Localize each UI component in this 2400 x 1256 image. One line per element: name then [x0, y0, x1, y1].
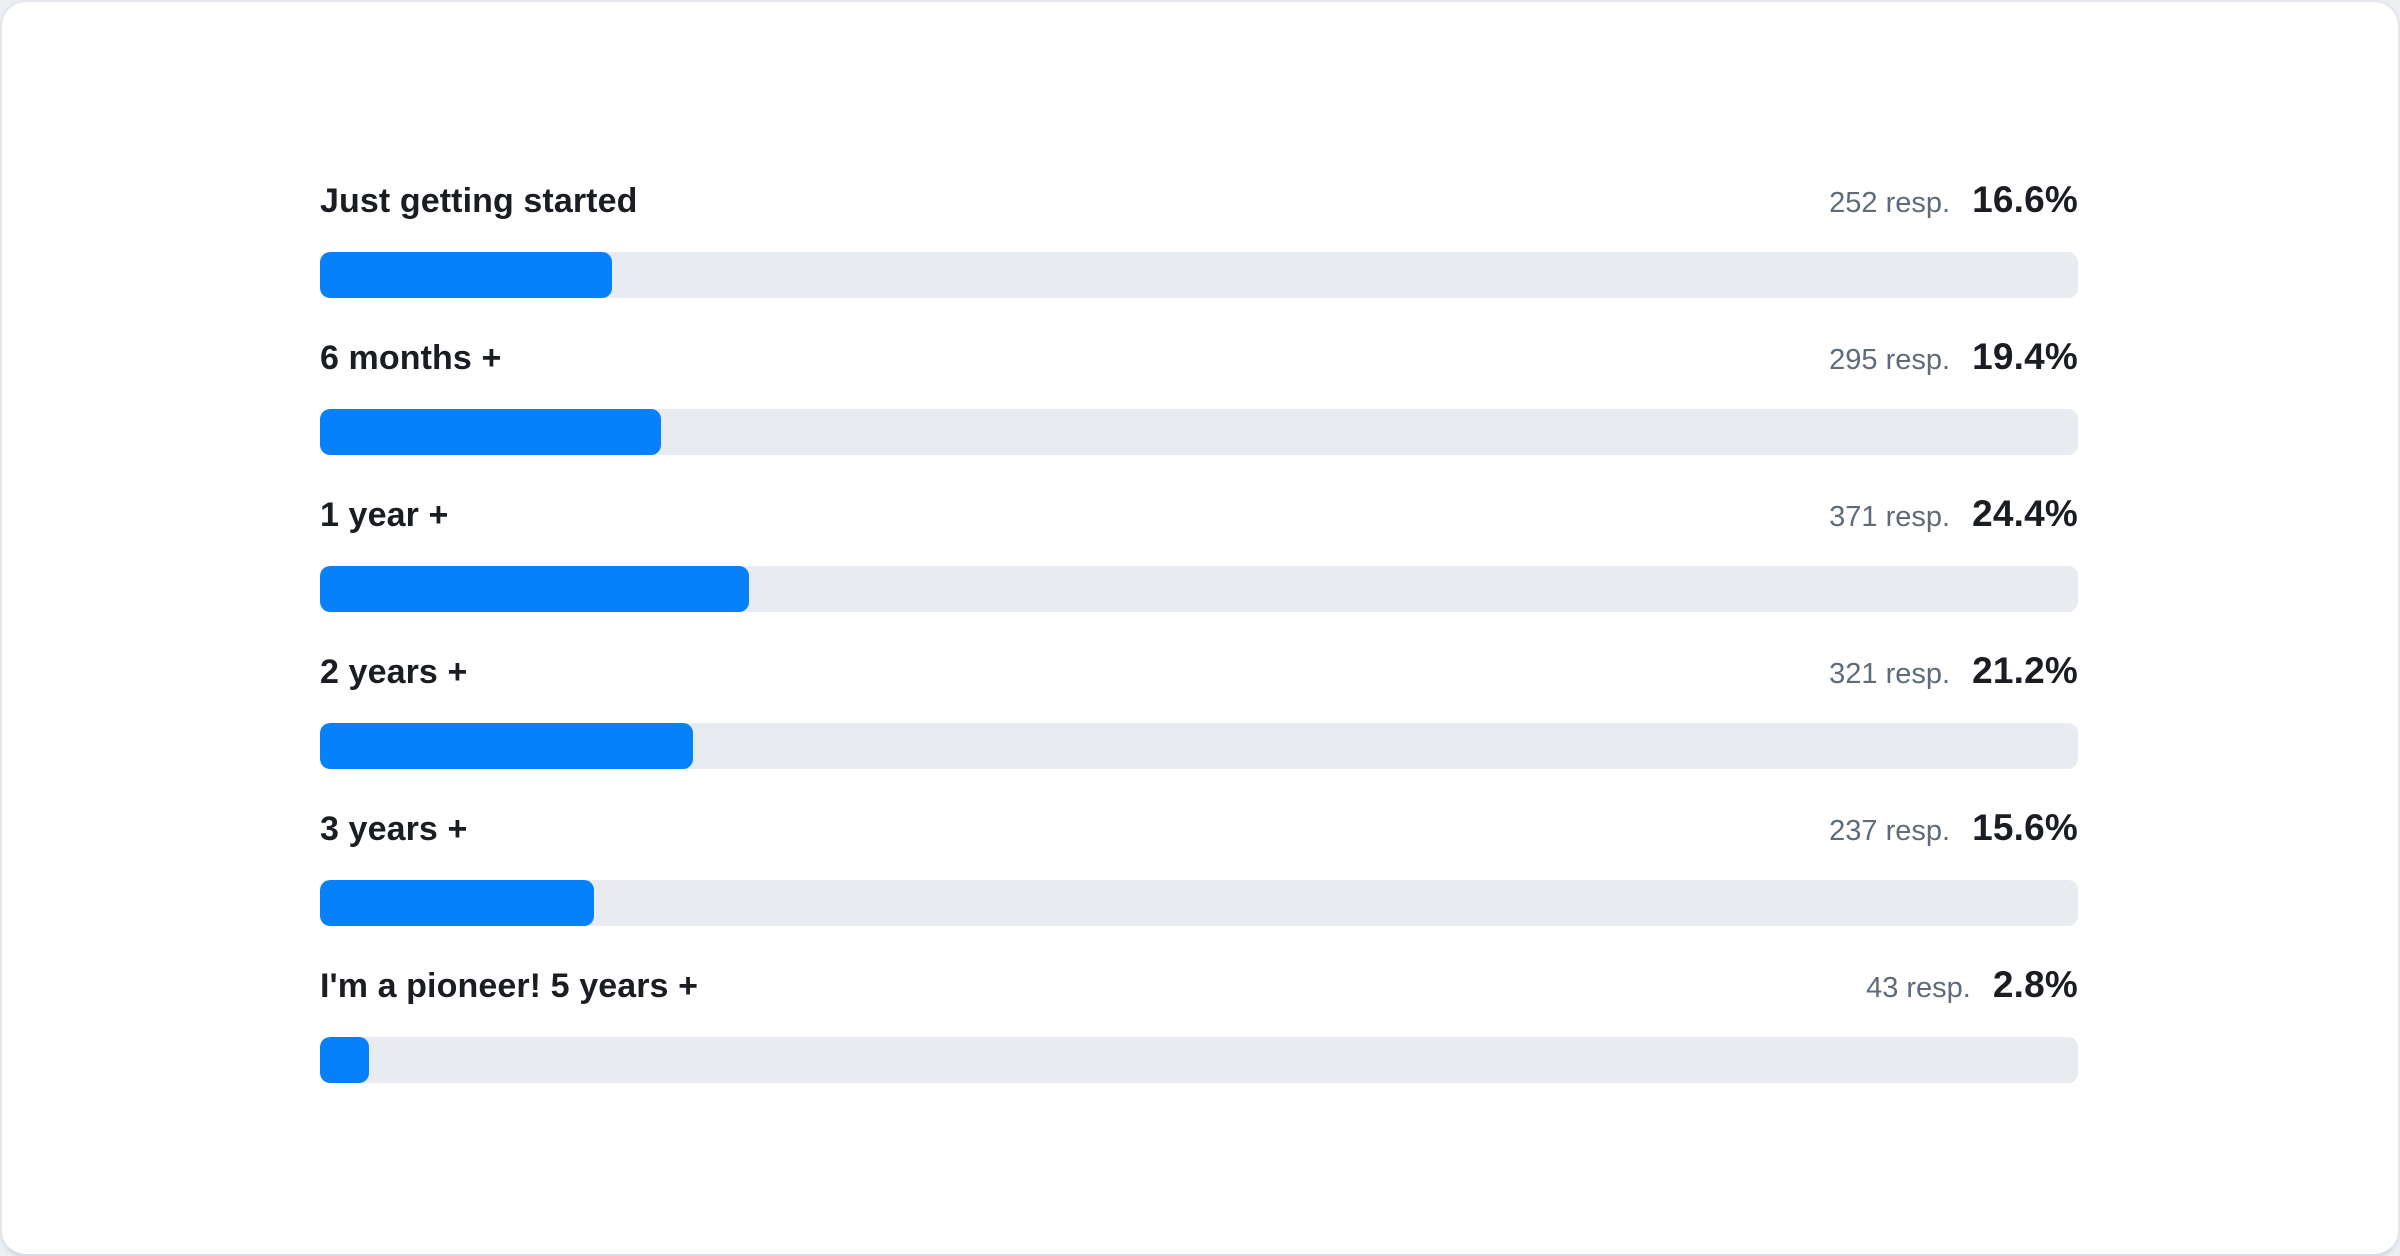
result-row: I'm a pioneer! 5 years + 43 resp. 2.8% — [320, 963, 2078, 1083]
answer-stats: 321 resp. 21.2% — [1829, 649, 2078, 696]
bar-track — [320, 1037, 2078, 1083]
respondent-count: 237 resp. — [1829, 815, 1951, 847]
result-row: Just getting started 252 resp. 16.6% — [320, 178, 2078, 298]
answer-label: I'm a pioneer! 5 years + — [320, 967, 699, 1005]
percentage-value: 24.4% — [1972, 493, 2078, 534]
bar-fill — [320, 1037, 370, 1083]
respondent-count: 295 resp. — [1829, 344, 1951, 376]
result-row-header: 2 years + 321 resp. 21.2% — [320, 649, 2078, 693]
result-row-header: Just getting started 252 resp. 16.6% — [320, 178, 2078, 222]
respondent-count: 371 resp. — [1829, 501, 1951, 533]
answer-stats: 237 resp. 15.6% — [1829, 806, 2078, 853]
percentage-value: 19.4% — [1972, 336, 2078, 377]
result-row: 1 year + 371 resp. 24.4% — [320, 492, 2078, 612]
bar-track — [320, 252, 2078, 298]
bar-track — [320, 880, 2078, 926]
respondent-count: 321 resp. — [1829, 658, 1951, 690]
answer-label: 1 year + — [320, 496, 449, 534]
bar-track — [320, 723, 2078, 769]
bar-fill — [320, 252, 612, 298]
result-row: 3 years + 237 resp. 15.6% — [320, 806, 2078, 926]
percentage-value: 21.2% — [1972, 650, 2078, 691]
answer-label: 2 years + — [320, 653, 468, 691]
answer-stats: 371 resp. 24.4% — [1829, 492, 2078, 539]
bar-track — [320, 409, 2078, 455]
answer-stats: 295 resp. 19.4% — [1829, 335, 2078, 382]
bar-fill — [320, 880, 595, 926]
answer-stats: 43 resp. 2.8% — [1866, 963, 2078, 1010]
bar-track — [320, 566, 2078, 612]
respondent-count: 252 resp. — [1829, 187, 1951, 219]
result-row-header: 1 year + 371 resp. 24.4% — [320, 492, 2078, 536]
bar-fill — [320, 409, 662, 455]
result-row-header: 6 months + 295 resp. 19.4% — [320, 335, 2078, 379]
percentage-value: 15.6% — [1972, 807, 2078, 848]
results-list: Just getting started 252 resp. 16.6% 6 m… — [2, 2, 2398, 1083]
percentage-value: 16.6% — [1972, 179, 2078, 220]
bar-fill — [320, 723, 693, 769]
answer-label: 3 years + — [320, 810, 468, 848]
percentage-value: 2.8% — [1992, 964, 2078, 1005]
bar-fill — [320, 566, 749, 612]
result-row: 6 months + 295 resp. 19.4% — [320, 335, 2078, 455]
answer-label: 6 months + — [320, 339, 502, 377]
respondent-count: 43 resp. — [1866, 972, 1971, 1004]
result-row-header: 3 years + 237 resp. 15.6% — [320, 806, 2078, 850]
result-row: 2 years + 321 resp. 21.2% — [320, 649, 2078, 769]
answer-stats: 252 resp. 16.6% — [1829, 178, 2078, 225]
result-row-header: I'm a pioneer! 5 years + 43 resp. 2.8% — [320, 963, 2078, 1007]
answer-label: Just getting started — [320, 182, 638, 220]
